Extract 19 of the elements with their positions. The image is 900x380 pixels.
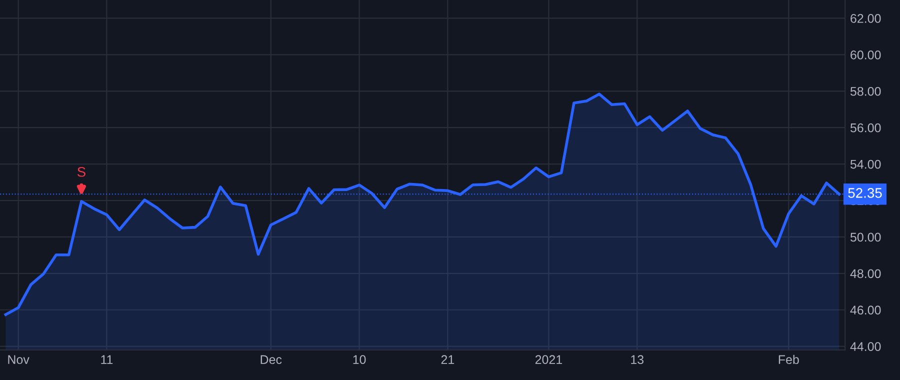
y-tick-label: 58.00 [850,86,881,96]
y-tick-label: 56.00 [850,123,881,132]
y-tick-label: 50.00 [850,232,881,242]
y-tick-label: 62.00 [850,14,881,23]
x-tick-label: Feb [778,354,799,364]
y-tick-label: 54.00 [850,160,881,169]
x-tick-label: 10 [353,355,366,364]
x-tick-label: 21 [441,355,454,364]
y-tick-label: 44.00 [850,342,881,351]
x-tick-label: Nov [8,355,30,364]
y-tick-label: 60.00 [850,50,881,60]
x-tick-label: Dec [260,355,282,364]
ref-line-label: 52.35 [848,188,882,198]
x-tick-label: 2021 [535,355,562,364]
x-tick-label: 11 [101,355,113,364]
y-tick-label: 46.00 [850,306,881,315]
x-tick-label: 13 [631,355,644,364]
y-tick-label: 48.00 [850,269,881,278]
annotation: S [77,166,86,177]
